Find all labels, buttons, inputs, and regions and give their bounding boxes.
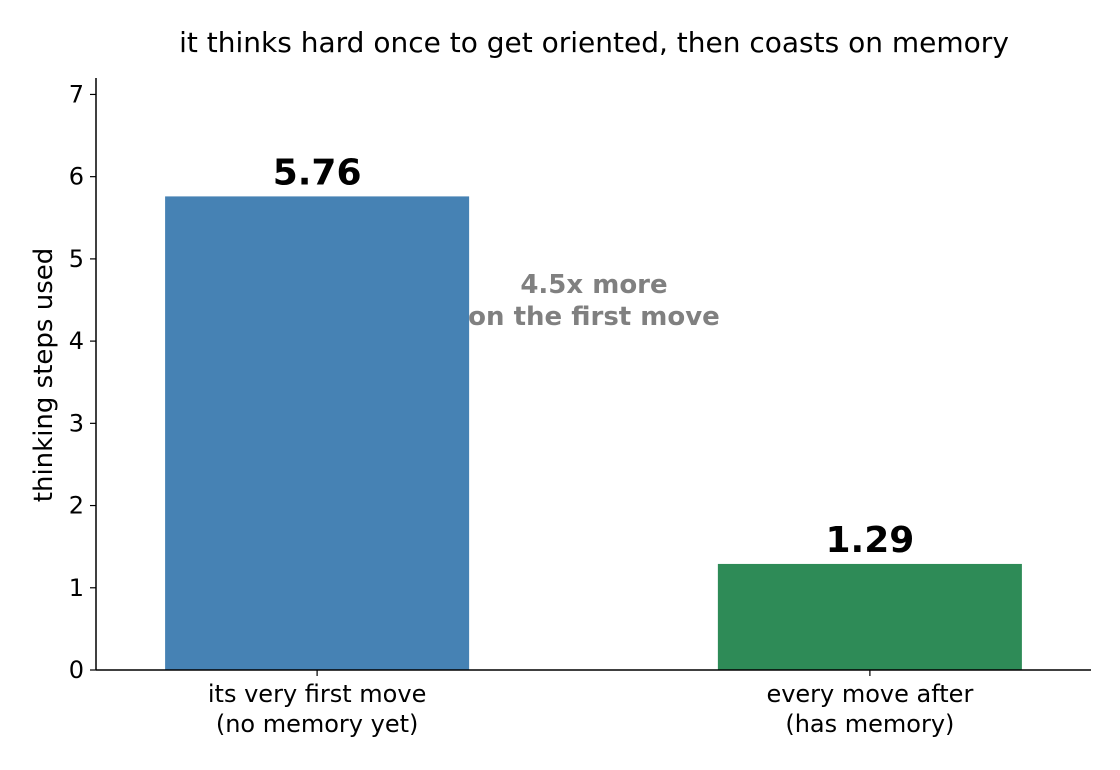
bar: [165, 196, 470, 670]
y-tick-label: 5: [69, 245, 84, 273]
x-tick-label: (has memory): [785, 710, 954, 738]
x-tick-label: every move after: [766, 680, 973, 708]
y-tick-label: 0: [69, 656, 84, 684]
bar-value-label: 5.76: [273, 152, 362, 193]
y-axis-label: thinking steps used: [29, 248, 59, 502]
x-tick-label: its very first move: [208, 680, 426, 708]
annotation-text: on the first move: [468, 302, 720, 332]
y-tick-label: 4: [69, 327, 84, 355]
chart-title: it thinks hard once to get oriented, the…: [179, 26, 1009, 59]
y-tick-label: 7: [69, 80, 84, 108]
y-tick-label: 3: [69, 409, 84, 437]
plot-area: 0 1 2 3 4 5 6 7 5.76 its very first move(no memor…: [69, 80, 1022, 738]
bar: [717, 563, 1022, 670]
y-tick-label: 2: [69, 492, 84, 520]
x-tick-label: (no memory yet): [216, 710, 419, 738]
y-tick-label: 1: [69, 574, 84, 602]
bar-value-label: 1.29: [825, 520, 914, 561]
y-tick-label: 6: [69, 163, 84, 191]
annotation-text: 4.5x more: [520, 270, 667, 300]
